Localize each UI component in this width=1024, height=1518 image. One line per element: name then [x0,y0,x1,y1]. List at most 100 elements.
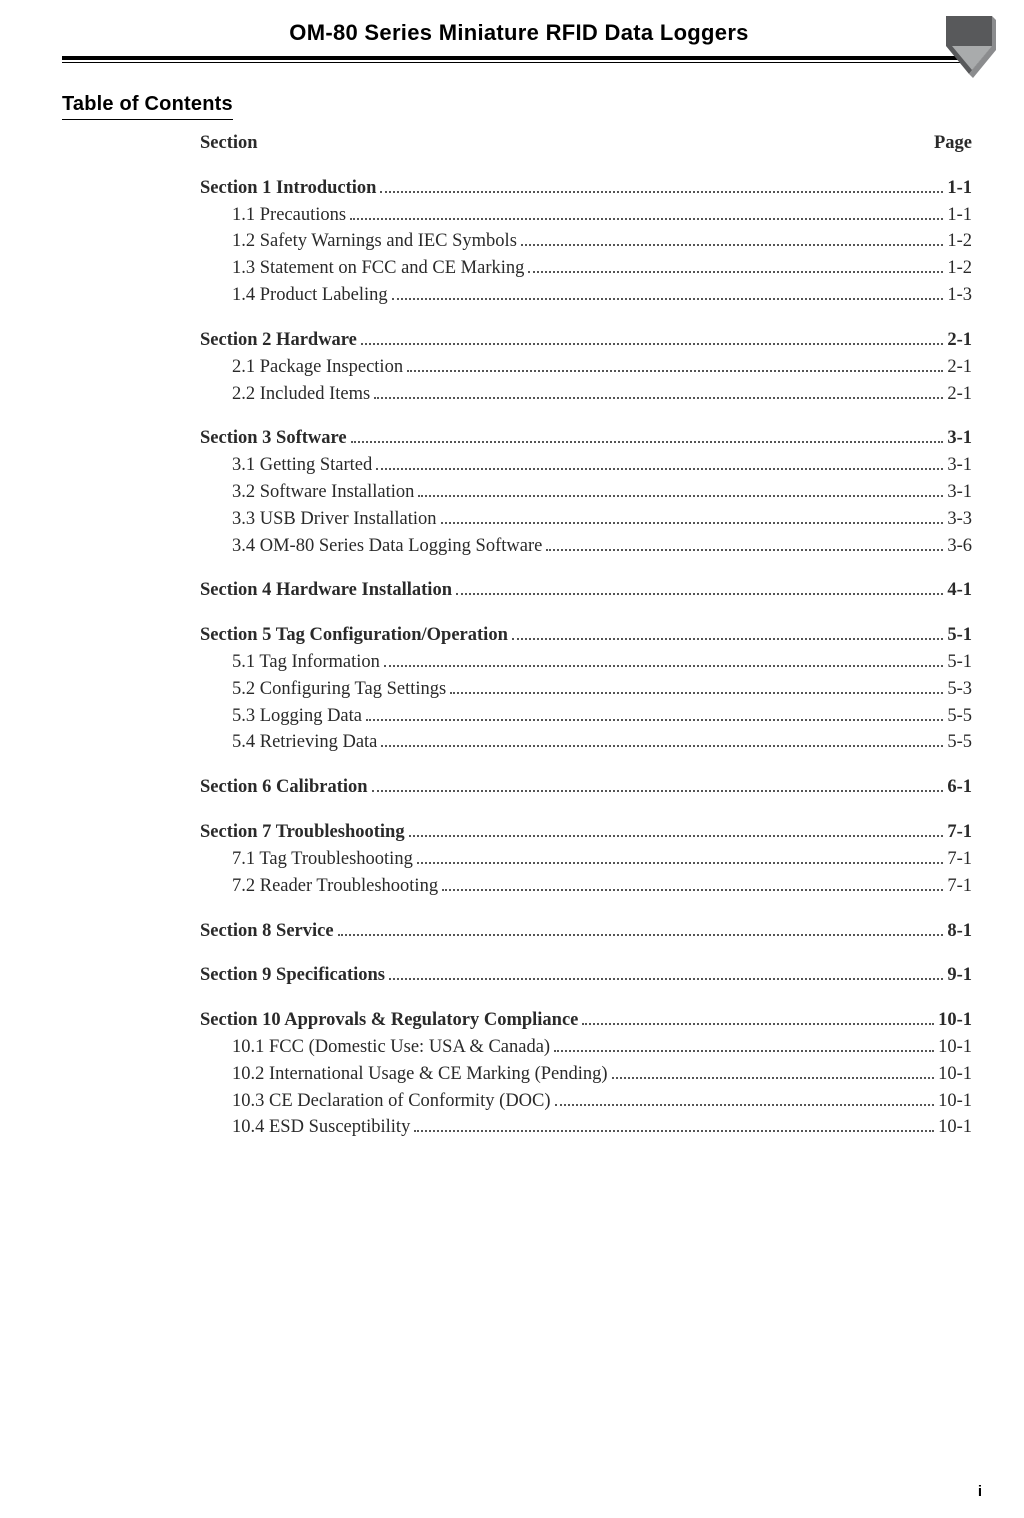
toc-section-row: Section 4 Hardware Installation 4-1 [200,577,972,604]
toc-leader-dots [554,1050,934,1052]
toc-leader-dots [392,298,944,300]
toc-section-title: Section 6 Calibration [200,774,368,801]
toc-subsection-title: 1.4 Product Labeling [232,282,388,309]
toc-section-row: Section 7 Troubleshooting 7-1 [200,819,972,846]
toc-leader-dots [417,862,944,864]
toc-section-title: Section 4 Hardware Installation [200,577,452,604]
toc-leader-dots [456,593,943,595]
toc-subsection-page: 7-1 [947,846,972,873]
toc-subsection-page: 3-1 [947,452,972,479]
toc-section-row: Section 6 Calibration 6-1 [200,774,972,801]
toc-section-title: Section 3 Software [200,425,347,452]
toc-subsection-row: 3.1 Getting Started 3-1 [200,452,972,479]
toc-section-title: Section 9 Specifications [200,962,385,989]
toc-subsection-title: 1.2 Safety Warnings and IEC Symbols [232,228,517,255]
toc-section-page: 1-1 [947,175,972,202]
toc-leader-dots [376,468,943,470]
toc-leader-dots [338,934,944,936]
toc-subsection-title: 5.3 Logging Data [232,703,362,730]
toc-section-row: Section 9 Specifications 9-1 [200,962,972,989]
toc-section-page: 9-1 [947,962,972,989]
toc-leader-dots [366,719,943,721]
toc-subsection-title: 5.1 Tag Information [232,649,380,676]
toc-subsection-title: 7.2 Reader Troubleshooting [232,873,438,900]
toc-subsection-row: 10.3 CE Declaration of Conformity (DOC) … [200,1088,972,1115]
toc-section-title: Section 5 Tag Configuration/Operation [200,622,508,649]
toc-section-row: Section 8 Service 8-1 [200,918,972,945]
toc-leader-dots [374,397,943,399]
toc-section-page: 5-1 [947,622,972,649]
page-header: OM-80 Series Miniature RFID Data Loggers [62,20,976,63]
toc-entries: Section 1 Introduction 1-11.1 Precaution… [200,175,972,1141]
toc-heading: Table of Contents [62,93,233,120]
toc-subsection-page: 5-1 [947,649,972,676]
toc-subsection-title: 1.1 Precautions [232,202,346,229]
toc-subsection-row: 5.3 Logging Data 5-5 [200,703,972,730]
toc-leader-dots [418,495,943,497]
toc-subsection-row: 10.4 ESD Susceptibility 10-1 [200,1114,972,1141]
toc-section-page: 8-1 [947,918,972,945]
toc-leader-dots [389,978,943,980]
toc-leader-dots [381,745,943,747]
toc-subsection-row: 1.1 Precautions 1-1 [200,202,972,229]
toc-subsection-row: 10.2 International Usage & CE Marking (P… [200,1061,972,1088]
header-rule-thin [62,62,976,63]
toc-section-page: 6-1 [947,774,972,801]
toc-leader-dots [450,692,943,694]
toc-section-row: Section 2 Hardware 2-1 [200,327,972,354]
page-number: i [978,1483,982,1500]
toc-col-section: Section [200,130,258,157]
toc-section-title: Section 10 Approvals & Regulatory Compli… [200,1007,578,1034]
toc-subsection-page: 10-1 [938,1034,972,1061]
toc-subsection-row: 1.4 Product Labeling 1-3 [200,282,972,309]
toc-subsection-row: 1.3 Statement on FCC and CE Marking 1-2 [200,255,972,282]
toc-leader-dots [555,1104,935,1106]
toc-subsection-title: 10.2 International Usage & CE Marking (P… [232,1061,608,1088]
toc-section-row: Section 3 Software 3-1 [200,425,972,452]
toc-subsection-title: 5.2 Configuring Tag Settings [232,676,446,703]
toc-subsection-page: 10-1 [938,1114,972,1141]
toc-subsection-title: 10.1 FCC (Domestic Use: USA & Canada) [232,1034,550,1061]
toc-subsection-title: 5.4 Retrieving Data [232,729,377,756]
toc-leader-dots [612,1077,935,1079]
toc-subsection-page: 10-1 [938,1061,972,1088]
toc-subsection-row: 5.2 Configuring Tag Settings 5-3 [200,676,972,703]
toc-subsection-title: 3.3 USB Driver Installation [232,506,437,533]
document-title: OM-80 Series Miniature RFID Data Loggers [62,20,976,56]
toc-subsection-row: 10.1 FCC (Domestic Use: USA & Canada) 10… [200,1034,972,1061]
toc-subsection-row: 7.2 Reader Troubleshooting 7-1 [200,873,972,900]
toc-section-page: 7-1 [947,819,972,846]
toc-subsection-title: 3.1 Getting Started [232,452,372,479]
toc-column-headers: Section Page [200,130,972,157]
toc-leader-dots [372,790,944,792]
toc-section-title: Section 8 Service [200,918,334,945]
toc-subsection-page: 3-1 [947,479,972,506]
toc-leader-dots [380,191,943,193]
toc-subsection-page: 1-1 [947,202,972,229]
toc-section-page: 4-1 [947,577,972,604]
toc-section-title: Section 2 Hardware [200,327,357,354]
header-rule-thick [62,56,976,60]
toc-section-page: 3-1 [947,425,972,452]
toc-leader-dots [350,218,943,220]
toc-subsection-row: 3.3 USB Driver Installation 3-3 [200,506,972,533]
toc-subsection-title: 2.2 Included Items [232,381,370,408]
toc-subsection-row: 3.4 OM-80 Series Data Logging Software 3… [200,533,972,560]
toc-subsection-row: 5.4 Retrieving Data 5-5 [200,729,972,756]
toc-subsection-page: 1-3 [947,282,972,309]
toc-leader-dots [512,638,943,640]
toc-leader-dots [441,522,944,524]
toc-subsection-title: 10.4 ESD Susceptibility [232,1114,410,1141]
toc-subsection-page: 1-2 [947,228,972,255]
toc-subsection-row: 1.2 Safety Warnings and IEC Symbols 1-2 [200,228,972,255]
toc-subsection-row: 3.2 Software Installation 3-1 [200,479,972,506]
toc-leader-dots [546,549,943,551]
toc-body: Section Page Section 1 Introduction 1-11… [200,130,972,1141]
toc-leader-dots [409,835,944,837]
toc-col-page: Page [934,130,972,157]
toc-subsection-page: 2-1 [947,354,972,381]
toc-subsection-page: 2-1 [947,381,972,408]
toc-subsection-page: 3-6 [947,533,972,560]
toc-subsection-page: 7-1 [947,873,972,900]
toc-subsection-page: 3-3 [947,506,972,533]
